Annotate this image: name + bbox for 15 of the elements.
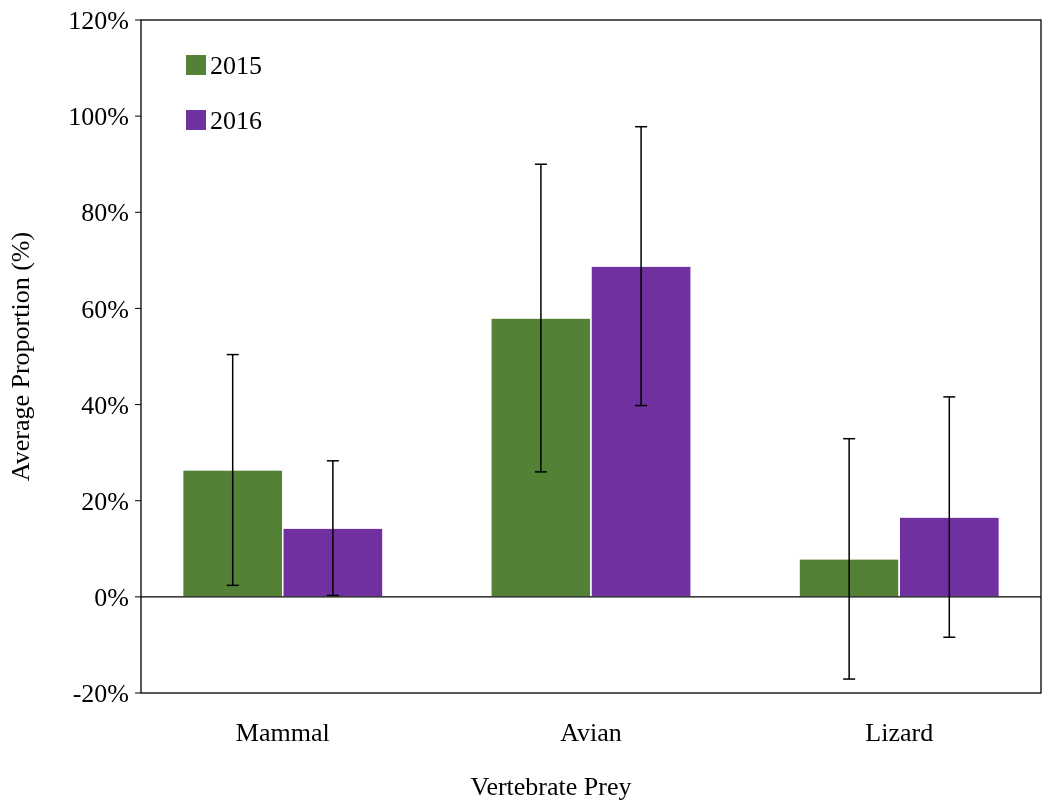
legend-label: 2016 [210, 106, 262, 136]
x-axis-title: Vertebrate Prey [470, 772, 632, 801]
y-axis-title: Average Proportion (%) [6, 231, 35, 482]
x-tick-label: Avian [560, 718, 622, 747]
x-tick-label: Lizard [865, 718, 934, 747]
y-tick-label: 120% [68, 6, 129, 36]
y-tick-label: -20% [72, 679, 129, 709]
y-tick-label: 100% [68, 102, 129, 132]
y-tick-label: 20% [81, 486, 129, 516]
y-tick-label: 80% [81, 198, 129, 228]
y-tick-label: 60% [81, 294, 129, 324]
y-tick-label: 0% [94, 582, 129, 612]
y-tick-label: 40% [81, 390, 129, 420]
legend-label: 2015 [210, 51, 262, 81]
x-tick-label: Mammal [235, 718, 330, 747]
